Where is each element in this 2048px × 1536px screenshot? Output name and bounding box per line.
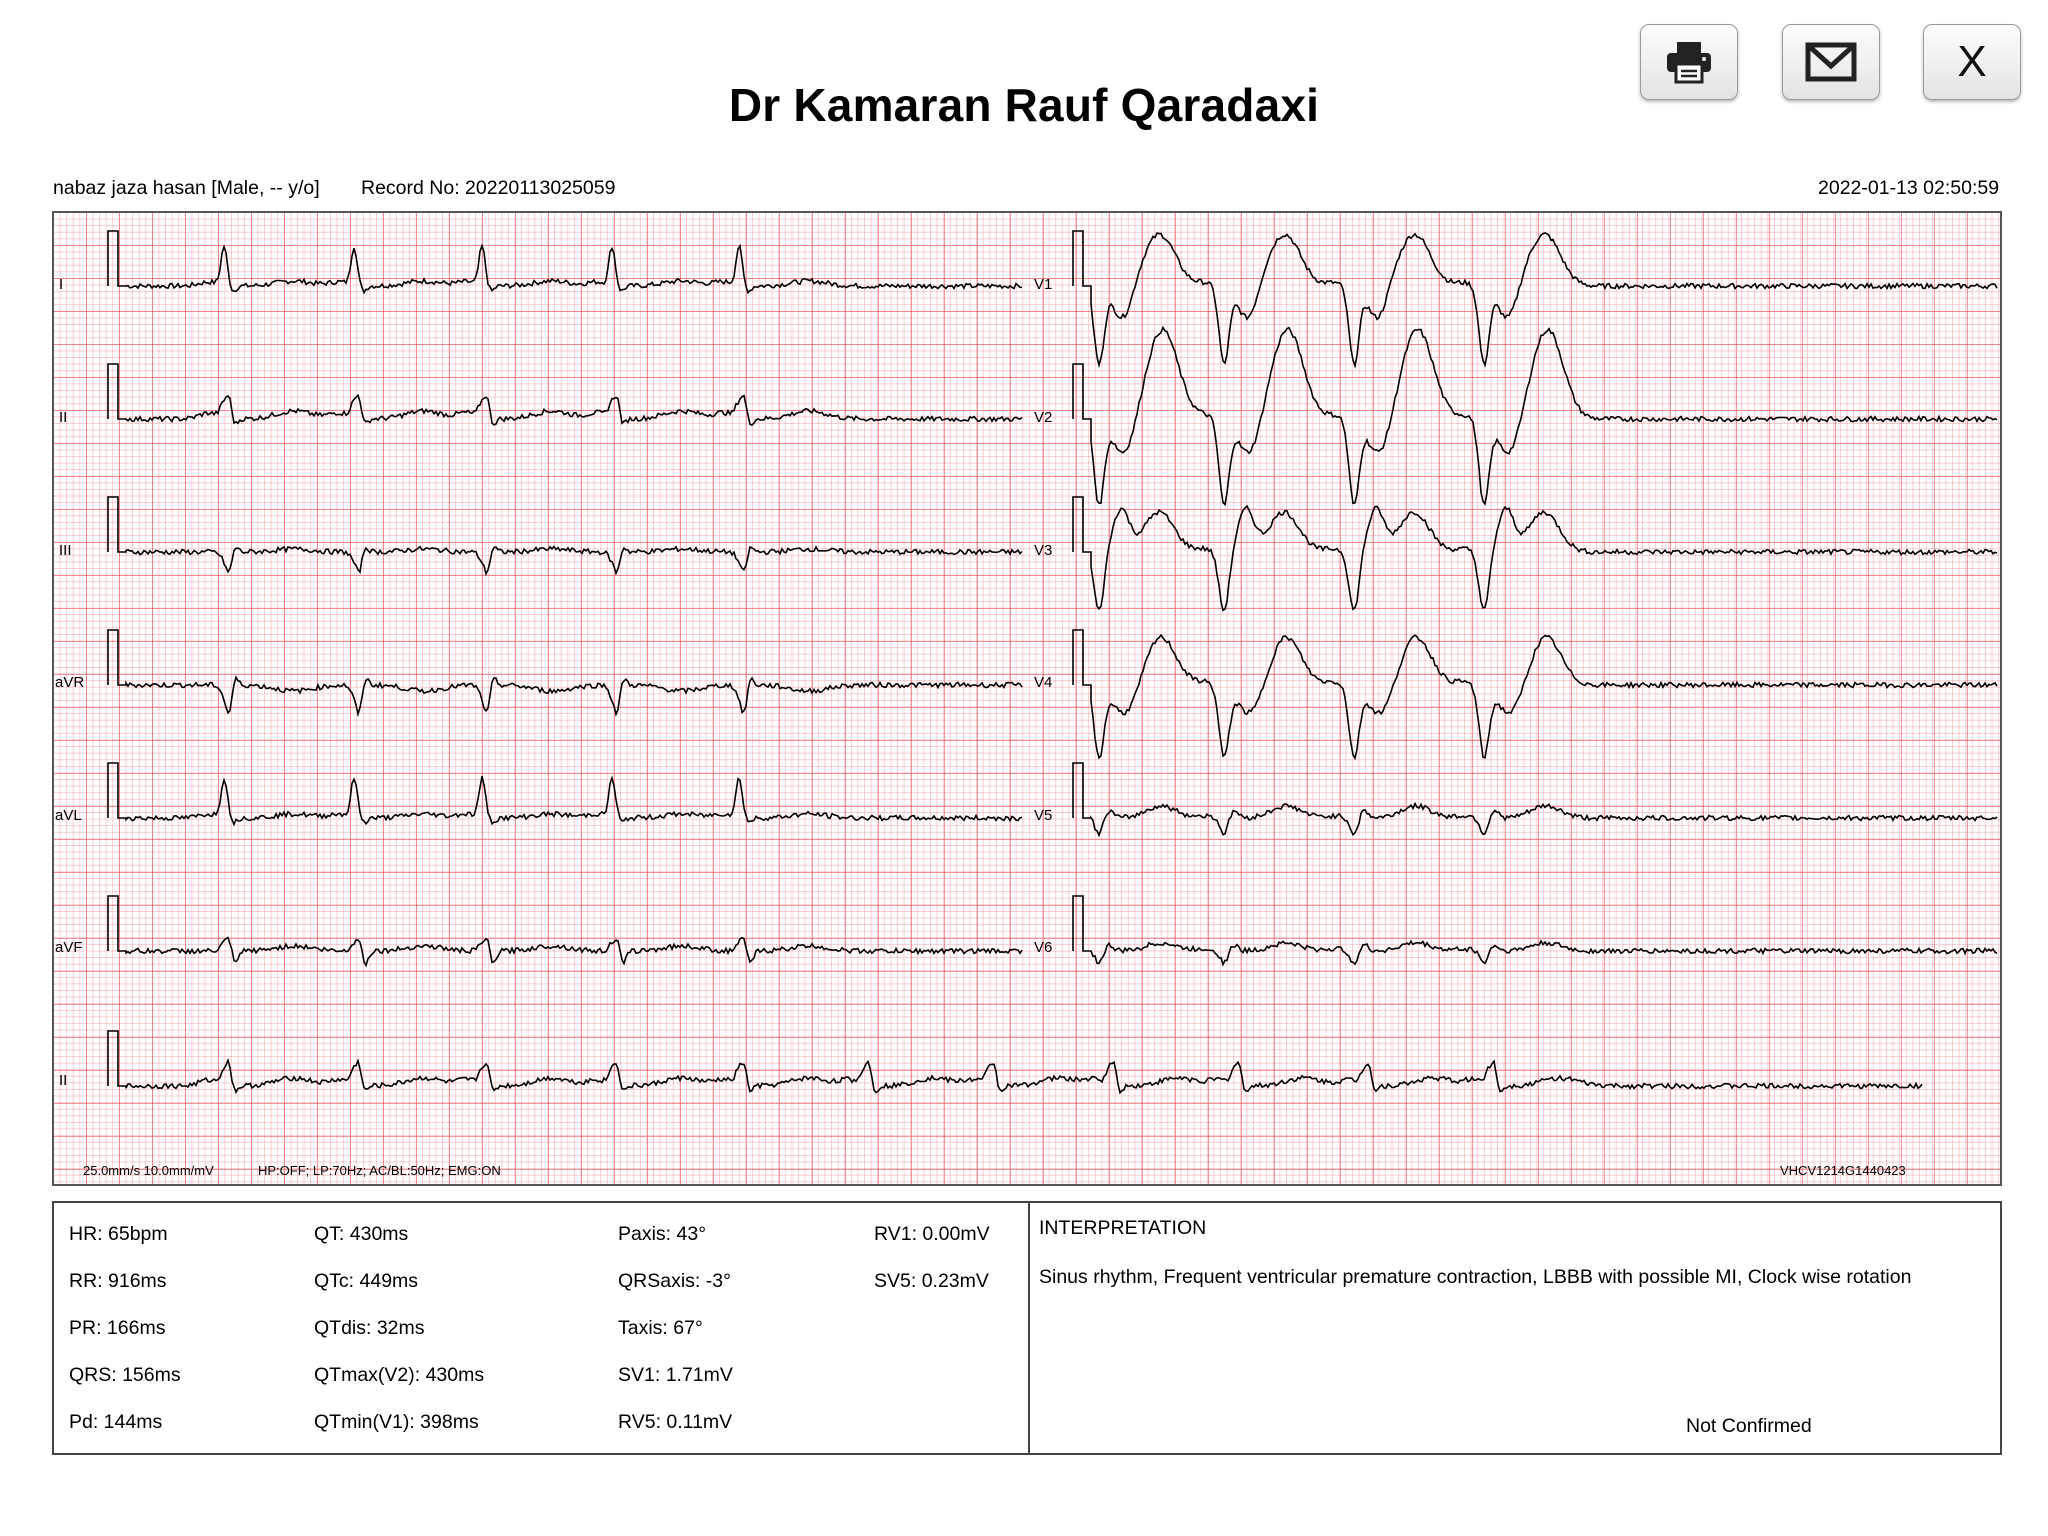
measure-rv5: RV5: 0.11mV	[618, 1411, 733, 1433]
measure-qrs: QRS: 156ms	[69, 1364, 181, 1386]
measure-pr: PR: 166ms	[69, 1317, 166, 1339]
measure-qt: QT: 430ms	[314, 1223, 409, 1245]
ecg-filters: HP:OFF; LP:70Hz; AC/BL:50Hz; EMG:ON	[258, 1163, 501, 1178]
lead-label-III: III	[59, 542, 72, 559]
ecg-speed-gain: 25.0mm/s 10.0mm/mV	[83, 1163, 214, 1178]
ecg-trace-V4	[1072, 629, 1998, 761]
interpretation-text: Sinus rhythm, Frequent ventricular prema…	[1039, 1266, 1912, 1288]
ecg-trace-aVR	[107, 629, 1023, 718]
ecg-trace-V1	[1072, 230, 1998, 369]
lead-label-V3: V3	[1034, 542, 1053, 559]
lead-label-V2: V2	[1034, 409, 1053, 426]
panel-divider	[1028, 1203, 1030, 1453]
ecg-trace-V6	[1072, 895, 1998, 967]
measure-qtmax: QTmax(V2): 430ms	[314, 1364, 485, 1386]
record-datetime: 2022-01-13 02:50:59	[1818, 177, 2000, 199]
measure-hr: HR: 65bpm	[69, 1223, 168, 1245]
lead-label-V5: V5	[1034, 807, 1053, 824]
print-button[interactable]	[1640, 24, 1738, 100]
ecg-trace-aVF	[107, 895, 1023, 968]
patient-info: nabaz jaza hasan [Male, -- y/o]	[53, 177, 320, 199]
measure-taxis: Taxis: 67°	[618, 1317, 703, 1339]
ecg-trace-V2	[1072, 325, 1998, 507]
confirmation-status: Not Confirmed	[1686, 1415, 1812, 1437]
lead-label-aVF: aVF	[55, 939, 83, 956]
measure-qtmin: QTmin(V1): 398ms	[314, 1411, 479, 1433]
lead-label-rhythm-II: II	[59, 1072, 68, 1089]
ecg-grid: I II III aVR aVL aVF V1 V2 V3 V4 V5 V6 I…	[52, 211, 2002, 1186]
device-serial: VHCV1214G1440423	[1780, 1163, 1906, 1178]
ecg-trace-aVL	[107, 762, 1023, 827]
email-button[interactable]	[1782, 24, 1880, 100]
measurements-panel: HR: 65bpm RR: 916ms PR: 166ms QRS: 156ms…	[52, 1201, 2002, 1455]
ecg-trace-I	[107, 230, 1022, 295]
lead-label-aVL: aVL	[55, 807, 82, 824]
measure-rv1: RV1: 0.00mV	[874, 1223, 990, 1245]
measure-paxis: Paxis: 43°	[618, 1223, 707, 1245]
ecg-trace-III	[107, 496, 1023, 577]
lead-label-aVR: aVR	[55, 674, 85, 691]
measure-pd: Pd: 144ms	[69, 1411, 163, 1433]
ecg-trace-V3	[1072, 496, 1998, 612]
measure-rr: RR: 916ms	[69, 1270, 167, 1292]
lead-label-V1: V1	[1034, 276, 1053, 293]
measure-sv5: SV5: 0.23mV	[874, 1270, 989, 1292]
measure-qrsaxis: QRSaxis: -3°	[618, 1270, 731, 1292]
ecg-trace-II	[107, 363, 1023, 427]
close-label: X	[1957, 37, 1987, 86]
measure-sv1: SV1: 1.71mV	[618, 1364, 733, 1386]
close-button[interactable]: X	[1923, 24, 2021, 100]
ecg-trace-V5	[1072, 762, 1998, 838]
measure-qtdis: QTdis: 32ms	[314, 1317, 425, 1339]
lead-label-II: II	[59, 409, 68, 426]
lead-label-V4: V4	[1034, 674, 1053, 691]
record-number: Record No: 20220113025059	[361, 177, 616, 199]
envelope-icon	[1805, 42, 1857, 82]
interpretation-heading: INTERPRETATION	[1039, 1217, 1207, 1239]
lead-label-V6: V6	[1034, 939, 1053, 956]
printer-icon	[1664, 40, 1714, 84]
ecg-traces	[107, 230, 1998, 1095]
page-title: Dr Kamaran Rauf Qaradaxi	[728, 79, 1320, 131]
lead-label-I: I	[59, 276, 64, 293]
ecg-trace-II	[107, 1030, 1923, 1095]
measure-qtc: QTc: 449ms	[314, 1270, 419, 1292]
